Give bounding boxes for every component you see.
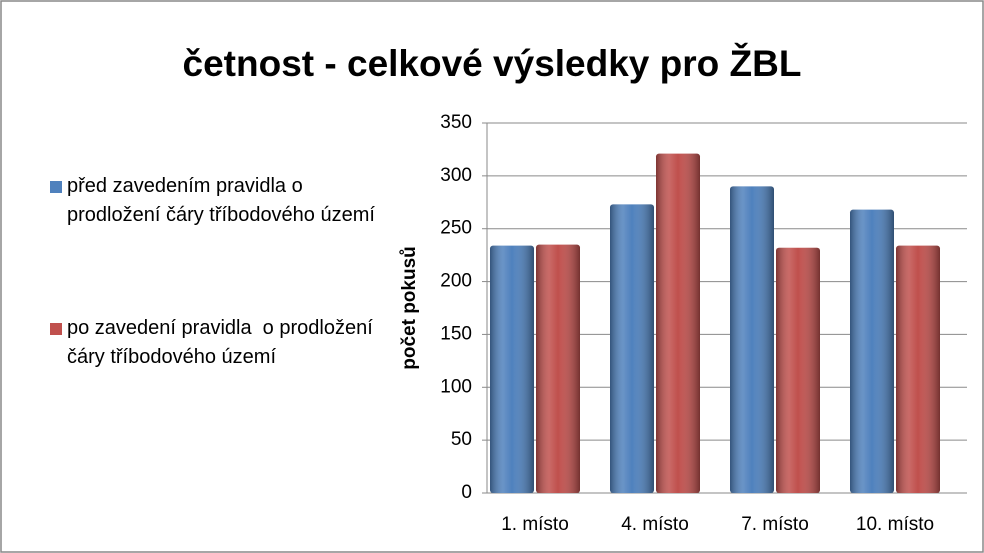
y-tick-label: 300 <box>440 165 472 186</box>
x-tick-label: 10. místo <box>856 514 934 535</box>
y-tick-label: 200 <box>440 271 472 292</box>
bar-shading <box>536 244 580 493</box>
y-axis-label: počet pokusů <box>399 246 420 370</box>
x-tick-label: 7. místo <box>741 514 809 535</box>
y-tick-label: 150 <box>440 323 472 344</box>
y-tick-label: 250 <box>440 218 472 239</box>
legend-label: před zavedením pravidla o prodložení čár… <box>67 175 375 226</box>
legend-label: po zavedení pravidla o prodložení čáry t… <box>67 317 379 368</box>
y-tick-label: 100 <box>440 376 472 397</box>
y-tick-label: 0 <box>461 482 472 503</box>
x-tick-label: 1. místo <box>501 514 569 535</box>
bar-shading <box>730 186 774 493</box>
y-tick-label: 50 <box>451 429 472 450</box>
bar-shading <box>656 153 700 493</box>
bar-shading <box>850 209 894 493</box>
y-tick-label: 350 <box>440 112 472 133</box>
bar-shading <box>776 247 820 493</box>
bar-shading <box>610 204 654 493</box>
legend-item: před zavedením pravidla o prodložení čár… <box>50 172 380 230</box>
bar-shading <box>896 245 940 493</box>
legend-swatch <box>50 323 62 335</box>
chart-title: četnost - celkové výsledky pro ŽBL <box>183 42 802 84</box>
legend-item: po zavedení pravidla o prodložení čáry t… <box>50 314 380 372</box>
legend-swatch <box>50 181 62 193</box>
bar-shading <box>490 245 534 493</box>
x-tick-label: 4. místo <box>621 514 689 535</box>
